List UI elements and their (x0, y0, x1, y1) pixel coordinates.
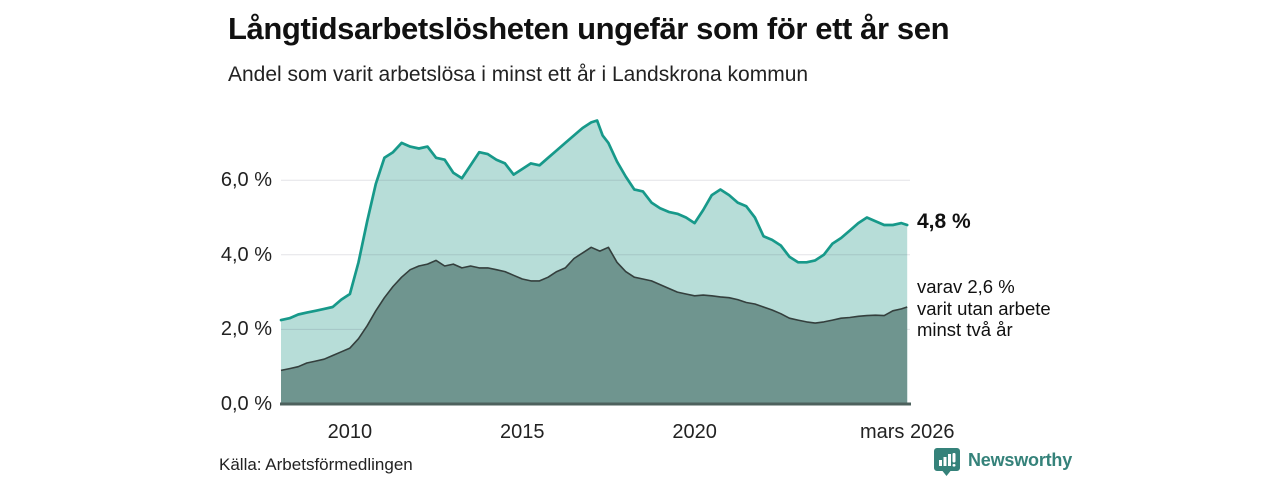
source-caption: Källa: Arbetsförmedlingen (219, 455, 413, 474)
two-year-annotation: varav 2,6 % varit utan arbete minst två … (917, 276, 1051, 341)
y-axis-tick-label: 4,0 % (220, 243, 272, 266)
y-axis-tick-label: 6,0 % (220, 169, 272, 192)
x-axis-tick-label: 2020 (672, 421, 717, 443)
y-axis-tick-label: 2,0 % (220, 318, 272, 341)
y-axis-tick-label: 0,0 % (220, 393, 272, 415)
x-axis-tick-label: 2015 (500, 421, 545, 443)
chart-subtitle: Andel som varit arbetslösa i minst ett å… (228, 63, 809, 86)
two-year-annotation-line2: varit utan arbete (917, 297, 1051, 319)
latest-value-annotation: 4,8 % (917, 210, 971, 233)
x-axis-tick-label: 2010 (327, 421, 373, 443)
brand-logo: Newsworthy (934, 448, 1072, 478)
newsworthy-bar-chart-bubble-icon (934, 448, 960, 476)
two-year-annotation-line1: varav 2,6 % (917, 276, 1015, 297)
x-axis-tick-label: mars 2026 (859, 421, 955, 443)
brand-name: Newsworthy (968, 450, 1073, 470)
chart-title: Långtidsarbetslösheten ungefär som för e… (228, 11, 950, 46)
two-year-annotation-line3: minst två år (917, 319, 1013, 340)
